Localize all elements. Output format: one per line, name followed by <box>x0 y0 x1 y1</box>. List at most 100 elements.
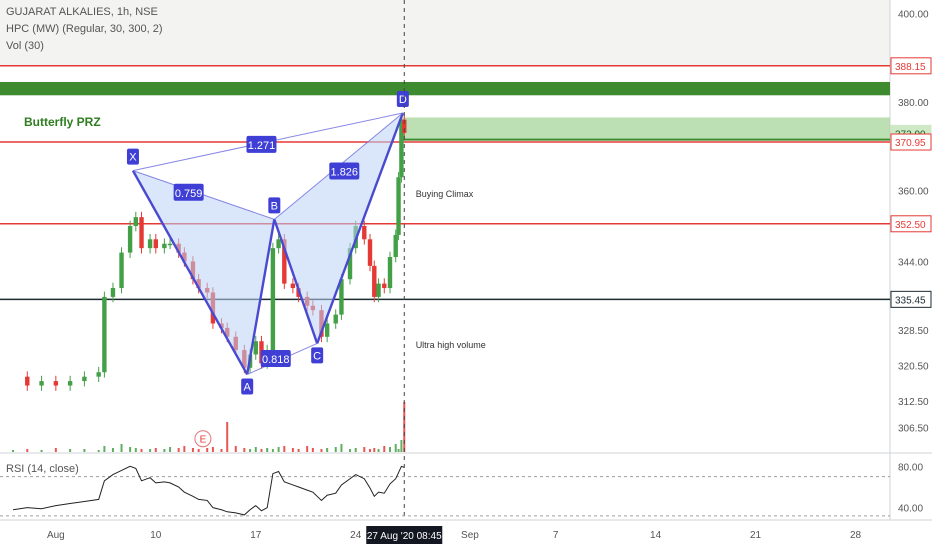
time-tick-label: Sep <box>461 530 479 541</box>
volume-bar <box>266 448 269 452</box>
pattern-point-box <box>311 347 324 364</box>
volume-bar <box>177 448 180 452</box>
volume-bar <box>97 450 100 452</box>
candle-body <box>399 119 404 178</box>
price-label: 370.95 <box>895 138 926 149</box>
volume-bar <box>340 444 343 452</box>
pattern-point-b: B <box>271 200 278 212</box>
volume-bar <box>234 446 237 452</box>
candle-body <box>102 296 107 373</box>
candle-body <box>25 376 30 386</box>
pattern-point-a: A <box>244 381 252 393</box>
volume-bar <box>129 447 132 452</box>
price-tick-label: 344.00 <box>898 257 929 268</box>
time-tick-label: 28 <box>850 530 862 541</box>
candle-body <box>276 239 281 249</box>
rsi-line <box>12 465 405 516</box>
volume-bar <box>277 447 280 452</box>
price-label: 352.50 <box>895 220 926 231</box>
pattern-triangle-bcd <box>274 113 403 344</box>
pattern-point-box <box>126 148 139 165</box>
volume-bar <box>260 449 263 452</box>
ratio-label: 0.759 <box>175 188 203 200</box>
time-tick-label: Aug <box>47 530 65 541</box>
volume-bar <box>191 448 194 452</box>
time-tick-label: 10 <box>150 530 162 541</box>
price-tick-label: 306.50 <box>898 424 929 435</box>
volume-bar <box>297 449 300 452</box>
candle-body <box>282 239 287 284</box>
volume-bar <box>134 448 137 452</box>
volume-bar <box>111 448 114 452</box>
price-label-box <box>890 57 932 75</box>
symbol-legend[interactable]: GUJARAT ALKALIES, 1h, NSE <box>6 6 158 18</box>
price-tick-label: 320.50 <box>898 362 929 373</box>
volume-bar <box>243 448 246 452</box>
candle-body <box>376 283 381 297</box>
price-tick-label: 380.00 <box>898 98 929 109</box>
candle-body <box>153 239 158 249</box>
volume-bar <box>388 447 391 452</box>
volume-bar <box>54 448 57 452</box>
volume-bar <box>397 449 400 452</box>
volume-bar <box>169 447 172 452</box>
candle-body <box>133 217 139 226</box>
indicator-legend[interactable]: HPC (MW) (Regular, 30, 300, 2) <box>6 23 163 35</box>
top-shade-band <box>0 0 890 66</box>
volume-bar <box>383 446 386 452</box>
pattern-point-box <box>268 197 281 214</box>
cursor-time-label: 27 Aug '20 08:45 <box>367 531 442 542</box>
pattern-point-box <box>396 91 409 107</box>
candle-body <box>167 243 173 246</box>
volume-bar <box>26 449 29 452</box>
time-tick-label: 24 <box>350 530 362 541</box>
candle-body <box>333 314 338 324</box>
price-tick-label: 312.50 <box>898 397 929 408</box>
cursor-time-box <box>366 526 443 544</box>
volume-legend[interactable]: Vol (30) <box>6 40 44 52</box>
candle-body <box>162 243 167 249</box>
volume-bar <box>226 422 229 452</box>
time-tick-label: 21 <box>750 530 762 541</box>
volume-bar <box>163 449 166 452</box>
price-label: 388.15 <box>895 62 926 73</box>
candle-body <box>139 217 144 249</box>
ratio-label: 1.826 <box>331 166 359 178</box>
volume-bar <box>363 447 366 452</box>
candle-body <box>347 248 353 280</box>
volume-bar <box>69 449 72 452</box>
volume-bar <box>206 448 209 452</box>
price-label-box <box>890 290 932 308</box>
ratio-box <box>246 135 277 153</box>
candle-body <box>67 381 73 386</box>
prz-zone-0 <box>0 81 890 96</box>
volume-bar <box>12 450 14 452</box>
event-marker-label: E <box>200 435 207 446</box>
candle-body <box>362 226 367 240</box>
candle-body <box>382 283 387 289</box>
price-label-box <box>890 133 932 151</box>
volume-bar <box>154 448 157 452</box>
volume-bar <box>354 448 357 452</box>
volume-bar <box>183 446 186 452</box>
volume-bar <box>249 449 252 452</box>
volume-bar <box>103 446 106 452</box>
rsi-legend[interactable]: RSI (14, close) <box>6 463 79 475</box>
volume-bar <box>326 448 329 452</box>
volume-bar <box>140 449 143 452</box>
chart-annotation: Buying Climax <box>416 189 474 199</box>
candle-body <box>110 288 116 297</box>
volume-bar <box>220 449 223 452</box>
time-tick-label: 14 <box>650 530 662 541</box>
candle-body <box>372 265 377 297</box>
chart-annotation: Ultra high volume <box>416 340 486 350</box>
candle-body <box>96 372 101 377</box>
price-tick-label: 360.00 <box>898 187 929 198</box>
candle-body <box>82 376 87 382</box>
prz-label: Butterfly PRZ <box>24 115 101 129</box>
volume-bar <box>373 448 376 452</box>
volume-bar <box>120 444 123 452</box>
candle-body <box>53 381 59 386</box>
